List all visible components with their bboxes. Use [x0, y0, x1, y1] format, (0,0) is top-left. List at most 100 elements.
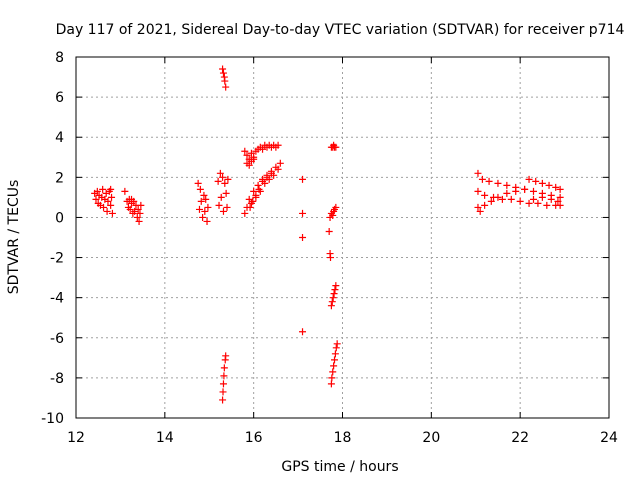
data-point: [263, 173, 271, 181]
data-point: [204, 203, 212, 211]
data-point: [133, 213, 141, 221]
data-point: [554, 197, 562, 205]
data-point: [200, 191, 208, 199]
data-point: [556, 185, 564, 193]
data-point: [99, 185, 107, 193]
data-point: [219, 388, 227, 396]
data-point: [476, 207, 484, 215]
data-point: [219, 380, 227, 388]
data-point: [331, 356, 339, 364]
data-point: [327, 380, 335, 388]
data-point: [128, 195, 136, 203]
data-point: [131, 207, 139, 215]
data-point: [525, 199, 533, 207]
x-tick-label: 14: [156, 430, 174, 446]
data-point: [255, 185, 263, 193]
data-point: [494, 179, 502, 187]
data-point: [134, 205, 142, 213]
data-point: [137, 201, 145, 209]
data-point: [250, 155, 258, 163]
data-point: [121, 187, 129, 195]
y-tick-label: -6: [50, 331, 64, 347]
x-tick-label: 12: [67, 430, 85, 446]
data-point: [330, 362, 338, 370]
data-point: [100, 203, 108, 211]
data-point: [552, 183, 560, 191]
data-point: [545, 181, 553, 189]
data-point: [299, 234, 307, 241]
data-point: [241, 209, 249, 217]
data-point: [332, 282, 340, 290]
y-tick-labels: 8 6 4 2 0 -2 -4 -6 -8 -10: [41, 50, 64, 427]
data-point: [478, 175, 486, 183]
data-point: [331, 350, 339, 358]
data-point: [103, 207, 111, 215]
data-point: [487, 197, 495, 205]
data-point: [503, 181, 511, 189]
data-point: [104, 197, 112, 205]
data-point: [108, 209, 116, 217]
data-point: [333, 340, 341, 348]
grid: [76, 57, 609, 418]
data-point: [299, 328, 307, 336]
x-tick-label: 24: [600, 430, 618, 446]
data-point: [216, 169, 224, 177]
data-point: [331, 286, 339, 294]
data-point: [299, 209, 307, 217]
data-point: [299, 175, 307, 183]
data-point: [329, 211, 337, 219]
data-point: [196, 185, 204, 193]
data-point: [126, 205, 134, 213]
data-point: [107, 185, 115, 193]
data-point: [276, 159, 284, 167]
y-tick-label: -8: [50, 371, 64, 387]
data-point: [219, 207, 227, 215]
x-tick-label: 16: [245, 430, 263, 446]
data-point: [136, 209, 144, 217]
data-point: [219, 396, 227, 404]
data-point: [485, 177, 493, 185]
x-axis-label: GPS time / hours: [281, 459, 398, 475]
data-point: [241, 147, 249, 155]
axes: [75, 56, 610, 419]
data-point: [547, 195, 555, 203]
x-tick-labels: 12 14 16 18 20 22 24: [67, 430, 618, 446]
data-point: [525, 175, 533, 183]
data-point: [538, 179, 546, 187]
data-point: [222, 83, 230, 91]
data-point: [221, 179, 229, 187]
y-tick-label: -10: [41, 411, 64, 427]
data-point: [327, 302, 335, 310]
data-point: [222, 352, 230, 360]
data-point: [217, 193, 225, 201]
data-point: [332, 203, 340, 211]
data-point: [532, 177, 540, 185]
data-point: [220, 364, 228, 372]
data-point: [327, 254, 335, 262]
data-point: [556, 201, 564, 209]
data-point: [214, 177, 222, 185]
data-point: [203, 217, 211, 225]
data-point: [329, 294, 337, 302]
y-axis-label: SDTVAR / TECUs: [6, 180, 22, 295]
data-point: [521, 185, 529, 193]
data-point: [328, 374, 336, 382]
data-point: [250, 187, 258, 195]
data-point: [507, 195, 515, 203]
data-point: [222, 189, 230, 197]
y-tick-label: 6: [55, 90, 64, 106]
data-point: [243, 151, 251, 159]
data-point: [252, 191, 260, 199]
data-point: [474, 187, 482, 195]
x-tick-label: 20: [422, 430, 440, 446]
data-point: [332, 344, 340, 352]
data-point: [259, 177, 267, 185]
data-points: [91, 65, 564, 404]
data-point: [538, 193, 546, 201]
x-tick-label: 22: [511, 430, 529, 446]
data-point: [247, 149, 255, 157]
data-point: [254, 181, 262, 189]
data-point: [108, 193, 116, 201]
data-point: [329, 368, 337, 376]
y-tick-label: 8: [55, 50, 64, 66]
